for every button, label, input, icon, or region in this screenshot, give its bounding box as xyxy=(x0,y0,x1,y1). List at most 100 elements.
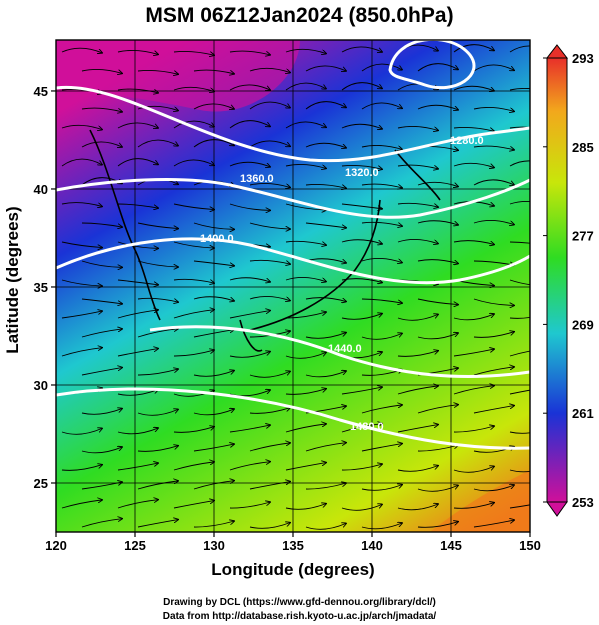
streamline xyxy=(417,181,458,186)
streamline xyxy=(361,258,402,262)
contour-line-1320 xyxy=(388,40,476,90)
streamline xyxy=(341,123,382,129)
streamline xyxy=(117,463,158,471)
contour-label-1400: 1400.0 xyxy=(200,233,234,245)
y-tick-label: 40 xyxy=(34,182,48,197)
streamline xyxy=(305,523,346,530)
streamline xyxy=(397,202,438,207)
streamline xyxy=(117,310,158,319)
streamline xyxy=(305,333,346,339)
streamline xyxy=(397,466,438,472)
streamline xyxy=(137,105,178,110)
streamline xyxy=(453,240,494,245)
streamline xyxy=(473,145,514,150)
streamline xyxy=(361,444,402,452)
contour-line-1480 xyxy=(56,387,530,450)
x-tick-label: 130 xyxy=(203,538,225,553)
streamline xyxy=(397,425,438,433)
streamline xyxy=(509,45,530,53)
x-tick-label: 140 xyxy=(361,538,383,553)
warm-region xyxy=(430,470,530,532)
streamline xyxy=(61,311,102,319)
streamline xyxy=(193,481,234,490)
streamline xyxy=(341,387,382,395)
streamline xyxy=(61,279,102,286)
streamline xyxy=(229,120,270,129)
streamline xyxy=(417,405,458,414)
streamline xyxy=(361,523,402,530)
streamline xyxy=(453,503,494,509)
streamline xyxy=(341,164,382,169)
streamline xyxy=(117,428,158,435)
streamline xyxy=(61,428,102,435)
coastline-kyushu xyxy=(239,319,263,352)
streamline xyxy=(453,85,494,91)
streamline xyxy=(173,241,214,248)
streamline xyxy=(509,87,530,91)
streamline xyxy=(417,333,458,340)
streamline xyxy=(397,125,438,130)
streamline xyxy=(285,504,326,510)
chart-title: MSM 06Z12Jan2024 (850.0hPa) xyxy=(145,4,454,27)
y-axis-ticks: 25 30 35 40 45 xyxy=(34,84,56,491)
colorbar-ticks: 293 285 277 269 261 253 xyxy=(543,51,594,510)
streamline xyxy=(509,389,530,395)
streamline xyxy=(117,158,158,167)
streamline xyxy=(305,142,346,148)
streamline xyxy=(61,465,102,471)
streamline xyxy=(173,462,214,471)
streamline xyxy=(137,369,178,376)
streamline xyxy=(473,520,514,528)
streamline xyxy=(509,279,530,286)
streamline xyxy=(137,446,178,452)
contour-label-1360: 1360.0 xyxy=(240,173,274,185)
streamline xyxy=(137,260,178,267)
streamline xyxy=(509,504,530,509)
streamline xyxy=(417,485,458,492)
streamline xyxy=(117,500,158,509)
streamline xyxy=(229,502,270,509)
streamline xyxy=(285,48,326,53)
streamline xyxy=(341,314,382,320)
contour-line-1280 xyxy=(56,85,530,163)
streamline xyxy=(361,63,402,72)
streamline xyxy=(361,405,402,414)
streamline xyxy=(249,222,290,229)
contour-label-1440: 1440.0 xyxy=(328,343,362,355)
streamline xyxy=(361,333,402,340)
streamline xyxy=(229,277,270,282)
credit-drawing: Drawing by DCL (https://www.gfd-dennou.o… xyxy=(163,597,436,608)
streamline xyxy=(61,124,102,129)
streamline xyxy=(193,222,234,229)
streamline xyxy=(193,521,234,528)
colorbar-tick-label: 293 xyxy=(572,51,594,66)
streamline xyxy=(417,220,458,225)
streamline xyxy=(137,481,178,490)
coastline-japan-hokkaido xyxy=(394,149,441,201)
streamline xyxy=(417,445,458,452)
colorbar-tick-label: 269 xyxy=(572,317,594,332)
streamline xyxy=(193,260,234,266)
streamline xyxy=(529,526,530,527)
streamline xyxy=(193,444,234,452)
x-tick-label: 150 xyxy=(519,538,541,553)
streamline xyxy=(453,426,494,433)
streamline xyxy=(509,469,530,473)
x-tick-label: 125 xyxy=(124,538,146,553)
streamline xyxy=(229,352,270,358)
streamline xyxy=(81,409,122,415)
streamline xyxy=(229,50,270,55)
streamline xyxy=(173,310,214,319)
streamline xyxy=(173,427,214,433)
streamline xyxy=(117,203,158,208)
streamline xyxy=(285,240,326,245)
streamline xyxy=(81,298,122,304)
streamline xyxy=(173,86,214,91)
streamline xyxy=(509,241,530,244)
streamline xyxy=(81,141,122,147)
streamline xyxy=(193,296,234,301)
streamline xyxy=(397,314,438,321)
streamline xyxy=(173,278,214,283)
streamline xyxy=(137,139,178,148)
